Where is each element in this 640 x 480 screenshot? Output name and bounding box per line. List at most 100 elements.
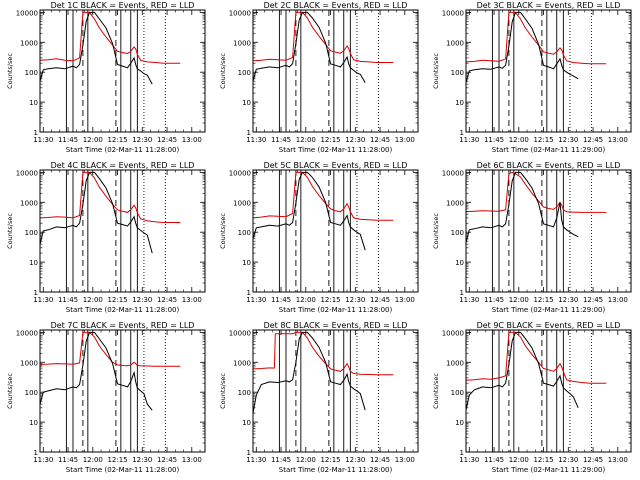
x-tick-label: 12:45 [370,456,390,464]
x-axis-label: Start Time (02-Mar-11 11:29:00) [492,466,606,474]
x-tick-label: 11:45 [58,296,78,304]
y-tick-label: 100 [25,69,38,77]
events-series-line [465,171,579,243]
y-tick-label: 1000 [20,199,38,207]
x-tick-label: 12:30 [558,456,578,464]
y-axis-label: Counts/sec [6,213,14,249]
x-tick-label: 11:30 [459,296,479,304]
x-tick-label: 12:45 [370,296,390,304]
detector-panel: Det 3C BLACK = Events, RED = LLD Counts/s… [432,1,632,154]
x-axis-label: Start Time (02-Mar-11 11:28:00) [66,146,180,154]
y-tick-label: 1 [247,129,251,137]
y-tick-label: 100 [451,389,464,397]
x-tick-label: 12:30 [132,296,152,304]
panel-title: Det 1C BLACK = Events, RED = LLD [51,1,195,10]
x-tick-label: 13:00 [395,296,415,304]
x-tick-label: 11:30 [246,456,266,464]
y-tick-label: 1000 [233,39,251,47]
x-tick-label: 12:30 [132,456,152,464]
x-tick-label: 13:00 [395,456,415,464]
x-tick-label: 12:15 [320,456,340,464]
detector-panel: Det 1C BLACK = Events, RED = LLD Counts/s… [6,1,206,154]
lld-series-line [252,331,394,376]
x-tick-label: 12:45 [157,296,177,304]
y-tick-label: 10000 [442,9,464,17]
y-axis-label: Counts/sec [6,53,14,89]
y-tick-label: 1000 [233,359,251,367]
panel-title: Det 9C BLACK = Events, RED = LLD [477,321,621,330]
x-tick-label: 12:45 [583,296,603,304]
y-tick-label: 10 [455,419,464,427]
y-tick-label: 10 [29,419,38,427]
x-tick-label: 11:45 [484,136,504,144]
x-tick-label: 12:45 [583,136,603,144]
lld-series-line [39,11,181,64]
y-tick-label: 10 [455,259,464,267]
events-series-line [39,331,153,411]
x-tick-label: 12:00 [296,296,316,304]
x-tick-label: 11:45 [58,456,78,464]
y-tick-label: 1 [460,129,464,137]
lld-series-line [465,331,607,384]
y-tick-label: 1 [247,449,251,457]
x-tick-label: 11:30 [246,296,266,304]
events-series-line [39,171,153,254]
detector-panel: Det 8C BLACK = Events, RED = LLD Counts/s… [219,321,419,474]
x-tick-label: 12:15 [107,296,127,304]
detector-panel: Det 9C BLACK = Events, RED = LLD Counts/s… [432,321,632,474]
panel-title: Det 4C BLACK = Events, RED = LLD [51,161,195,170]
panel-title: Det 3C BLACK = Events, RED = LLD [477,1,621,10]
y-tick-label: 100 [238,389,251,397]
plot-frame [465,169,632,293]
y-tick-label: 10 [29,99,38,107]
x-tick-label: 12:00 [296,136,316,144]
events-series-line [252,11,366,83]
y-axis-label: Counts/sec [432,373,440,409]
x-tick-label: 12:45 [157,136,177,144]
x-axis-label: Start Time (02-Mar-11 11:28:00) [66,306,180,314]
x-axis-label: Start Time (02-Mar-11 11:28:00) [279,306,393,314]
x-tick-label: 12:00 [509,296,529,304]
x-tick-label: 13:00 [395,136,415,144]
events-series-line [39,11,153,85]
plot-frame [252,9,419,133]
y-tick-label: 1 [34,129,38,137]
x-tick-label: 12:00 [509,136,529,144]
y-tick-label: 10 [242,419,251,427]
x-tick-label: 12:45 [370,136,390,144]
y-tick-label: 10 [29,259,38,267]
x-tick-label: 11:45 [58,136,78,144]
panel-title: Det 5C BLACK = Events, RED = LLD [264,161,408,170]
x-tick-label: 11:30 [459,136,479,144]
x-tick-label: 11:45 [271,456,291,464]
y-tick-label: 10000 [16,9,38,17]
panel-title: Det 2C BLACK = Events, RED = LLD [264,1,408,10]
x-tick-label: 13:00 [182,136,202,144]
y-axis-label: Counts/sec [219,373,227,409]
x-tick-label: 11:45 [484,456,504,464]
x-tick-label: 12:45 [157,456,177,464]
y-tick-label: 1000 [20,359,38,367]
plot-frame [39,329,206,453]
y-tick-label: 1000 [233,199,251,207]
plot-frame [252,169,419,293]
x-tick-label: 11:45 [484,296,504,304]
x-axis-label: Start Time (02-Mar-11 11:28:00) [279,466,393,474]
x-tick-label: 11:30 [246,136,266,144]
x-tick-label: 13:00 [608,296,628,304]
y-tick-label: 1 [34,449,38,457]
y-tick-label: 10000 [16,329,38,337]
y-tick-label: 1000 [446,359,464,367]
x-axis-label: Start Time (02-Mar-11 11:29:00) [492,146,606,154]
events-series-line [465,331,579,411]
y-tick-label: 10 [242,259,251,267]
y-tick-label: 1000 [446,199,464,207]
x-axis-label: Start Time (02-Mar-11 11:28:00) [66,466,180,474]
y-axis-label: Counts/sec [6,373,14,409]
x-tick-label: 11:30 [33,456,53,464]
plot-frame [465,329,632,453]
detector-panel: Det 2C BLACK = Events, RED = LLD Counts/s… [219,1,419,154]
y-tick-label: 10000 [229,169,251,177]
x-tick-label: 12:30 [132,136,152,144]
y-axis-label: Counts/sec [432,53,440,89]
